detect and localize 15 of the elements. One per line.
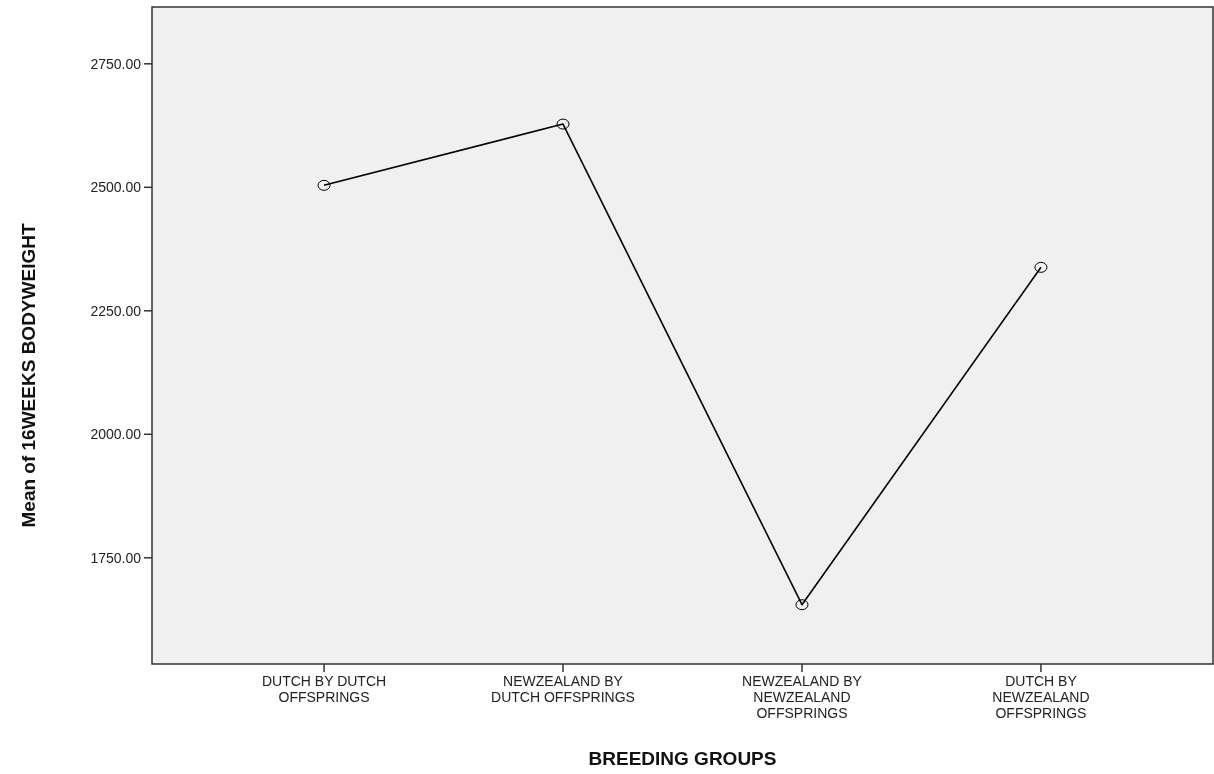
x-tick-label: NEWZEALAND BY DUTCH OFFSPRINGS [491, 673, 635, 705]
y-tick-label: 2750.00 [90, 55, 142, 72]
x-axis-title: BREEDING GROUPS [588, 748, 777, 769]
x-tick-label: NEWZEALAND BY NEWZEALAND OFFSPRINGS [742, 673, 863, 721]
x-tick-label: DUTCH BY DUTCH OFFSPRINGS [261, 673, 387, 705]
y-tick-label: 2500.00 [90, 179, 142, 196]
x-tick-label: DUTCH BY NEWZEALAND OFFSPRINGS [992, 673, 1090, 721]
y-tick-label: 1750.00 [90, 549, 142, 566]
y-axis-title: Mean of 16WEEKS BODYWEIGHT [18, 223, 39, 528]
y-tick-label: 2250.00 [90, 302, 142, 319]
y-tick-label: 2000.00 [90, 426, 142, 443]
point [317, 179, 331, 191]
point [1034, 261, 1048, 273]
point [795, 599, 809, 611]
point [556, 118, 570, 130]
